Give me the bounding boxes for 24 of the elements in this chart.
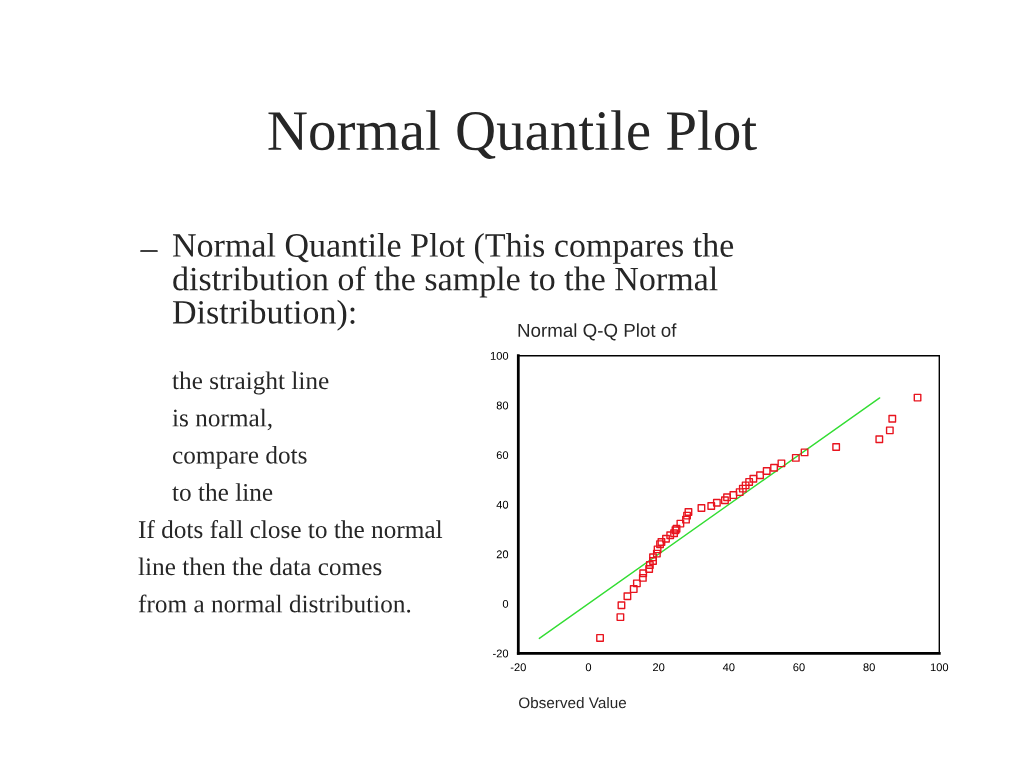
y-tick-label: -20 xyxy=(493,649,509,658)
x-axis-title: Observed Value xyxy=(519,696,627,709)
y-tick-label: 0 xyxy=(502,599,509,608)
x-tick-label: 40 xyxy=(722,663,735,672)
x-tick-label: -20 xyxy=(510,663,526,672)
text: line then the data comes xyxy=(138,557,382,576)
x-tick-label: 60 xyxy=(793,663,805,672)
y-tick-label: 40 xyxy=(496,500,509,509)
text: the straight line xyxy=(172,371,329,395)
x-tick-label: 20 xyxy=(653,663,665,672)
x-tick-label: 100 xyxy=(930,663,949,672)
text: is normal, xyxy=(172,408,272,431)
chart-title: Normal Quantile Plot xyxy=(268,110,757,159)
y-tick-label: 100 xyxy=(490,351,509,360)
x-tick-label: 80 xyxy=(863,663,875,672)
y-tick-label: 20 xyxy=(496,550,509,559)
y-tick-label: 60 xyxy=(496,451,509,460)
y-tick-label: 80 xyxy=(496,401,509,410)
text: to the line xyxy=(172,483,273,501)
text: If dots fall close to the normal xyxy=(138,520,443,539)
x-tick-label: 0 xyxy=(585,663,592,672)
text: from a normal distribution. xyxy=(138,594,411,613)
chart-subtitle: Normal Q-Q Plot of xyxy=(518,323,677,341)
text: compare dots xyxy=(172,445,307,469)
